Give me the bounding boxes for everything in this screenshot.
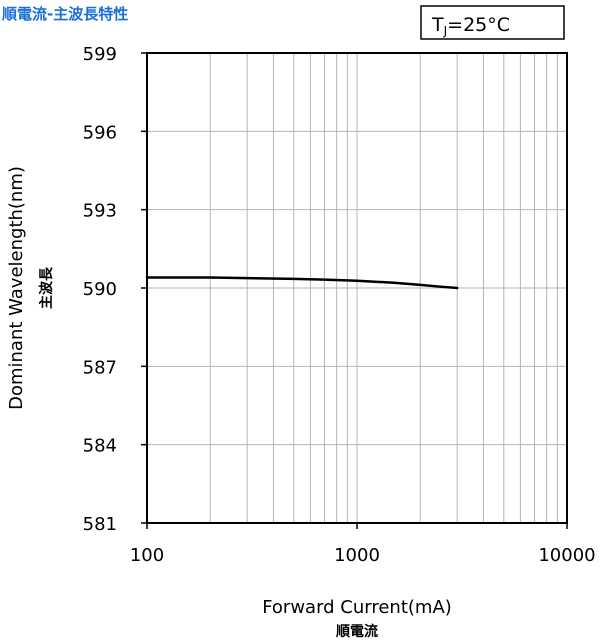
annotation-box — [420, 5, 565, 40]
y-tick-label: 581 — [83, 514, 117, 535]
series-layer — [145, 276, 459, 290]
annotation-text: TJ=25°C — [431, 14, 510, 38]
x-tick-label: 1000 — [334, 545, 380, 566]
annotation-prefix: T — [431, 14, 444, 36]
x-tick-label: 100 — [130, 545, 164, 566]
chart-title: 順電流-主波長特性 — [1, 5, 128, 23]
y-tick-label: 599 — [83, 44, 117, 65]
y-tick-label: 596 — [83, 122, 117, 143]
y-tick-label: 593 — [83, 201, 117, 222]
y-axis-subtitle: 主波長 — [38, 266, 55, 309]
x-tick-label: 10000 — [538, 545, 595, 566]
x-axis-subtitle: 順電流 — [336, 623, 378, 640]
grid — [146, 52, 568, 524]
y-tick-label: 587 — [83, 357, 117, 378]
y-axis-title: Dominant Wavelength(nm) — [6, 166, 27, 410]
y-tick-label: 590 — [83, 279, 117, 300]
x-tick-labels: 100 1000 10000 — [130, 523, 596, 566]
temperature-annotation: TJ=25°C — [420, 5, 565, 40]
annotation-subscript: J — [443, 24, 448, 38]
y-tick-label: 584 — [83, 436, 117, 457]
y-tick-labels: 581 584 587 590 593 596 599 — [83, 44, 147, 535]
x-axis-title: Forward Current(mA) — [262, 597, 452, 618]
annotation-suffix: =25°C — [447, 14, 510, 36]
series-line — [145, 276, 459, 290]
